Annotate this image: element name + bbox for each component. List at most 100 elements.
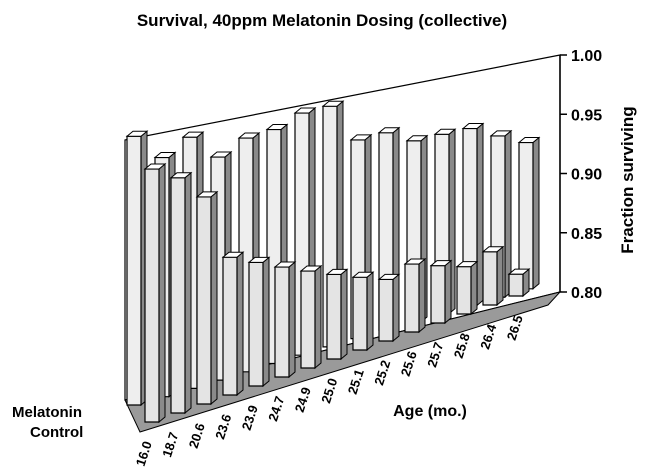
bar-side: [288, 260, 296, 379]
bar-top: [455, 261, 479, 268]
bar-top: [221, 251, 245, 258]
bar-top: [273, 261, 297, 268]
bar-side: [392, 273, 400, 343]
bar: [144, 168, 160, 423]
bar-top: [461, 123, 485, 130]
bar-group: [403, 257, 427, 334]
bar: [248, 261, 264, 387]
bar-group: [273, 260, 297, 379]
bar-side: [476, 122, 484, 307]
bar-top: [405, 135, 429, 142]
bar: [222, 256, 238, 396]
y-tick-label: 0.95: [571, 107, 602, 124]
x-tick-label: 23.6: [212, 412, 234, 441]
y-tick-label: 0.90: [571, 167, 602, 184]
x-tick-label: 23.9: [239, 403, 261, 432]
bar-top: [143, 163, 167, 170]
bar-group: [169, 171, 193, 415]
bar-group: [221, 251, 245, 397]
bar-side: [236, 251, 244, 397]
bar-top: [433, 128, 457, 135]
bar: [274, 266, 290, 378]
bar-top: [325, 268, 349, 275]
row-label: Melatonin: [12, 404, 82, 421]
bar-top: [209, 151, 233, 158]
row-label: Control: [30, 424, 83, 441]
bar-side: [184, 171, 192, 415]
x-axis-label: Age (mo.): [393, 403, 467, 420]
bar-group: [517, 136, 541, 290]
bar-top: [351, 271, 375, 278]
x-tick-label: 26.5: [504, 313, 526, 342]
bar: [378, 278, 394, 342]
bar-top: [377, 273, 401, 280]
bar-side: [444, 259, 452, 325]
bar-top: [481, 246, 505, 253]
bar-top: [237, 132, 261, 139]
bar-side: [314, 264, 322, 370]
bar-side: [470, 260, 478, 316]
bar-top: [349, 134, 373, 141]
bar-side: [418, 257, 426, 334]
bar-top: [247, 256, 271, 263]
bar-group: [125, 130, 149, 407]
y-tick-label: 0.80: [571, 285, 602, 302]
bar-side: [262, 256, 270, 388]
bar: [518, 141, 534, 290]
y-axis-label: Fraction surviving: [618, 106, 637, 253]
bar-side: [532, 136, 540, 290]
bar-top: [299, 265, 323, 272]
bar-side: [210, 190, 218, 406]
bar-group: [247, 256, 271, 388]
bar: [508, 273, 524, 297]
bar-top: [507, 268, 531, 275]
bar-top: [195, 191, 219, 198]
x-tick-label: 18.7: [159, 430, 181, 459]
bar-top: [265, 124, 289, 130]
bar: [300, 270, 316, 369]
bar-top: [321, 100, 345, 107]
x-tick-label: 25.1: [345, 367, 367, 396]
bar-top: [181, 131, 205, 138]
bar-top: [489, 130, 513, 137]
bar-top: [403, 258, 427, 265]
y-tick-label: 1.00: [571, 48, 602, 65]
bar-group: [455, 260, 479, 316]
bar-group: [299, 264, 323, 370]
bar: [352, 276, 368, 351]
bar-group: [351, 271, 375, 352]
bar: [170, 177, 186, 414]
bar-group: [325, 268, 349, 361]
bar-side: [366, 271, 374, 352]
bar-group: [507, 268, 531, 298]
x-tick-label: 20.6: [186, 421, 208, 450]
bar-top: [293, 107, 317, 114]
bar-group: [429, 259, 453, 325]
x-tick-label: 25.2: [371, 358, 393, 387]
bar-top: [125, 130, 149, 137]
bar: [482, 251, 498, 306]
bar-group: [377, 273, 401, 343]
chart-title: Survival, 40ppm Melatonin Dosing (collec…: [137, 11, 507, 30]
bar: [456, 266, 472, 315]
bar-group: [143, 162, 167, 424]
bar: [196, 196, 212, 405]
y-tick-label: 0.85: [571, 226, 602, 243]
bar: [326, 273, 342, 360]
bar: [404, 263, 420, 333]
x-tick-label: 25.8: [451, 331, 473, 360]
bar-side: [504, 129, 512, 299]
bar: [126, 135, 142, 406]
x-tick-label: 25.0: [318, 376, 340, 405]
bar-top: [153, 152, 177, 158]
bar-top: [429, 260, 453, 267]
x-tick-label: 24.7: [265, 394, 287, 423]
bar: [430, 265, 446, 324]
bar-group: [481, 245, 505, 307]
bar-top: [377, 127, 401, 134]
bar-top: [517, 137, 541, 144]
bar-group: [195, 190, 219, 406]
x-tick-label: 16.0: [133, 439, 155, 468]
bar-top: [169, 172, 193, 179]
